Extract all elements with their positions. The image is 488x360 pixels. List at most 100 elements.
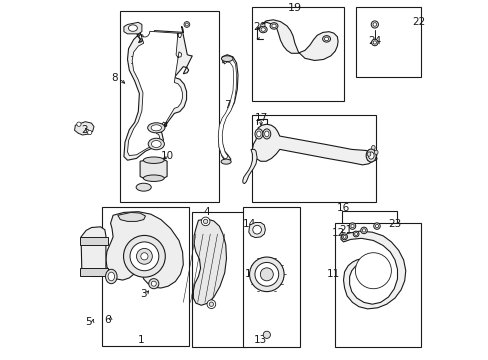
Text: 2: 2 (81, 125, 87, 135)
Polygon shape (218, 55, 238, 162)
Ellipse shape (360, 227, 366, 234)
Text: 17: 17 (254, 113, 267, 123)
Polygon shape (118, 212, 145, 221)
Ellipse shape (322, 36, 330, 42)
Circle shape (254, 262, 278, 286)
Text: 9: 9 (137, 34, 143, 44)
Ellipse shape (370, 21, 378, 28)
Text: 12: 12 (331, 228, 345, 238)
Ellipse shape (264, 131, 268, 137)
Ellipse shape (221, 159, 231, 164)
Text: 14: 14 (243, 219, 256, 229)
Text: 15: 15 (244, 269, 258, 279)
Ellipse shape (343, 235, 346, 238)
Circle shape (87, 130, 92, 135)
Polygon shape (75, 122, 94, 135)
Polygon shape (140, 158, 167, 179)
Text: 5: 5 (85, 317, 92, 327)
Circle shape (263, 331, 270, 338)
Ellipse shape (221, 56, 232, 62)
Ellipse shape (366, 152, 370, 156)
Text: 24: 24 (367, 36, 381, 46)
Ellipse shape (372, 23, 376, 26)
Text: 16: 16 (337, 203, 350, 213)
Ellipse shape (373, 223, 380, 229)
Bar (120, 11, 219, 202)
Ellipse shape (185, 23, 188, 26)
Ellipse shape (350, 225, 353, 228)
Text: 1: 1 (138, 335, 144, 345)
Polygon shape (80, 268, 108, 276)
Ellipse shape (143, 175, 164, 181)
Bar (334, 223, 420, 347)
Circle shape (260, 268, 273, 281)
Text: 22: 22 (412, 17, 425, 27)
Ellipse shape (371, 39, 377, 46)
Ellipse shape (362, 229, 365, 232)
Circle shape (141, 253, 148, 260)
Bar (192, 212, 246, 347)
Ellipse shape (371, 145, 374, 150)
Polygon shape (252, 124, 373, 165)
Circle shape (206, 300, 215, 309)
Text: 18: 18 (365, 153, 378, 163)
Text: 13: 13 (254, 335, 267, 345)
Circle shape (201, 217, 209, 226)
Bar (341, 211, 397, 270)
Ellipse shape (352, 231, 358, 237)
Text: 10: 10 (161, 150, 174, 161)
Ellipse shape (341, 234, 347, 240)
Circle shape (203, 219, 207, 224)
Circle shape (136, 248, 152, 264)
Ellipse shape (108, 272, 114, 281)
Circle shape (252, 225, 261, 234)
Ellipse shape (348, 223, 355, 229)
Polygon shape (193, 219, 226, 305)
Polygon shape (340, 231, 405, 309)
Text: 8: 8 (111, 73, 118, 84)
Text: 7: 7 (224, 100, 230, 110)
Ellipse shape (324, 37, 328, 41)
Ellipse shape (269, 23, 277, 29)
Polygon shape (218, 58, 236, 158)
Text: 3: 3 (140, 289, 146, 300)
Ellipse shape (263, 129, 270, 139)
Ellipse shape (259, 26, 266, 33)
Text: 6: 6 (104, 315, 111, 325)
Ellipse shape (183, 22, 189, 27)
Ellipse shape (151, 125, 161, 131)
Ellipse shape (372, 41, 376, 44)
Text: 19: 19 (287, 3, 302, 13)
Circle shape (148, 279, 159, 289)
Polygon shape (261, 20, 337, 60)
Polygon shape (123, 26, 192, 160)
Ellipse shape (105, 269, 117, 284)
Bar (251, 7, 343, 101)
Circle shape (151, 281, 156, 286)
Ellipse shape (151, 140, 161, 148)
Polygon shape (242, 149, 257, 184)
Ellipse shape (374, 150, 377, 154)
Polygon shape (80, 237, 108, 245)
Text: 21: 21 (339, 225, 352, 235)
Text: 23: 23 (387, 219, 401, 229)
Ellipse shape (128, 25, 137, 31)
Text: 20: 20 (253, 22, 265, 32)
Circle shape (130, 242, 159, 271)
Circle shape (209, 302, 213, 306)
Circle shape (355, 253, 390, 289)
Bar (355, 7, 420, 77)
Circle shape (123, 235, 165, 277)
Ellipse shape (256, 131, 261, 137)
Ellipse shape (354, 233, 357, 235)
Ellipse shape (136, 183, 151, 191)
Circle shape (249, 257, 284, 292)
Ellipse shape (366, 149, 375, 162)
Polygon shape (81, 227, 106, 276)
Ellipse shape (271, 24, 276, 28)
Bar (251, 115, 375, 202)
Bar (242, 207, 300, 347)
Ellipse shape (143, 157, 164, 163)
Ellipse shape (375, 225, 378, 228)
Circle shape (77, 122, 81, 126)
